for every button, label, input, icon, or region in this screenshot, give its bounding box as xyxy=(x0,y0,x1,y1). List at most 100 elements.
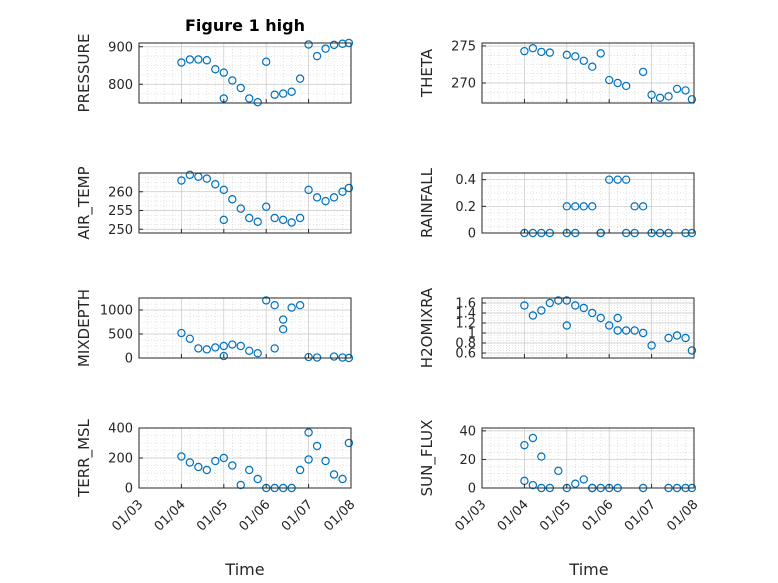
data-point xyxy=(647,90,656,100)
data-point xyxy=(228,76,237,85)
y-axis-label: H2OMIXRA xyxy=(418,287,436,368)
data-point xyxy=(613,78,622,88)
data-point xyxy=(338,474,347,484)
data-point xyxy=(621,175,631,184)
axes-box xyxy=(481,42,695,104)
data-point xyxy=(202,174,212,183)
data-point xyxy=(672,84,682,94)
data-point xyxy=(185,334,195,343)
y-tick-label: 250 xyxy=(108,223,133,238)
data-point xyxy=(245,465,254,475)
subplot-grid: 800 900 PRESSURE 270 275 THETA 250 255 260 AIR_TE… xyxy=(75,34,701,535)
series-markers xyxy=(177,38,354,107)
data-point xyxy=(579,202,588,211)
data-point xyxy=(647,341,656,350)
data-point xyxy=(304,185,313,195)
x-tick-label: 01/05 xyxy=(537,497,574,534)
data-point xyxy=(562,321,572,330)
data-point xyxy=(605,75,614,85)
x-axis-label-right: Time xyxy=(568,560,608,579)
data-point xyxy=(270,90,279,99)
y-axis-label: AIR_TEMP xyxy=(75,166,94,239)
data-point xyxy=(278,325,288,334)
y-tick-label: 0.6 xyxy=(455,347,476,362)
axes-box xyxy=(481,427,695,489)
data-point xyxy=(211,180,220,189)
y-tick-label: 1000 xyxy=(100,304,133,319)
axes-box xyxy=(481,172,695,234)
data-point xyxy=(329,352,339,361)
data-point xyxy=(596,313,605,323)
data-point xyxy=(571,52,580,61)
x-tick-label: 01/04 xyxy=(495,497,532,534)
data-point xyxy=(338,187,347,196)
data-point xyxy=(605,321,614,330)
subplot-rainfall: 0 0.2 0.4 RAINFALL xyxy=(418,167,697,242)
data-point xyxy=(329,470,339,479)
data-point xyxy=(219,351,228,361)
x-axis-label-left: Time xyxy=(224,560,264,579)
data-point xyxy=(588,202,597,211)
data-point xyxy=(596,49,605,58)
data-point xyxy=(304,40,313,49)
x-tick-label: 01/03 xyxy=(109,497,146,534)
y-tick-label: 1.4 xyxy=(455,307,476,322)
data-point xyxy=(621,326,631,335)
data-point xyxy=(321,456,330,466)
data-point xyxy=(537,306,546,315)
data-point xyxy=(579,56,588,65)
data-point xyxy=(312,441,322,451)
data-point xyxy=(571,301,580,310)
y-axis-label: RAINFALL xyxy=(418,167,436,238)
data-point xyxy=(253,98,262,107)
y-tick-label: 500 xyxy=(108,328,133,343)
subplot-theta: 270 275 THETA xyxy=(418,39,697,104)
y-tick-label: 40 xyxy=(459,424,476,439)
data-point xyxy=(537,452,546,461)
data-point xyxy=(638,67,648,77)
x-tick-label: 01/04 xyxy=(152,497,189,534)
data-point xyxy=(605,175,614,184)
data-point xyxy=(579,303,588,313)
y-tick-label: 260 xyxy=(108,185,133,200)
data-point xyxy=(202,345,212,354)
axes-box xyxy=(138,42,352,104)
axes-box xyxy=(138,297,352,359)
data-point xyxy=(295,301,305,310)
data-point xyxy=(236,480,245,490)
x-tick-label: 01/05 xyxy=(194,497,231,534)
data-point xyxy=(219,215,228,225)
data-point xyxy=(672,331,682,340)
data-point xyxy=(228,461,237,470)
data-point xyxy=(202,56,212,65)
data-point xyxy=(329,193,339,202)
data-point xyxy=(270,344,279,353)
data-point xyxy=(571,479,580,488)
y-tick-label: 0.2 xyxy=(455,200,476,215)
data-point xyxy=(304,428,313,437)
data-point xyxy=(528,311,538,320)
data-point xyxy=(211,65,220,74)
data-point xyxy=(295,213,305,223)
data-point xyxy=(321,196,330,206)
data-point xyxy=(638,328,648,338)
data-point xyxy=(655,93,665,103)
y-tick-label: 0 xyxy=(468,227,476,242)
data-point xyxy=(554,296,563,305)
series-markers xyxy=(177,170,354,227)
data-point xyxy=(185,458,195,467)
y-tick-label: 255 xyxy=(108,204,133,219)
data-point xyxy=(211,456,220,466)
data-point xyxy=(520,301,529,310)
data-point xyxy=(588,62,597,71)
data-point xyxy=(613,175,622,184)
plot-area xyxy=(482,428,694,488)
x-tick-label: 01/07 xyxy=(622,497,659,534)
data-point xyxy=(219,453,228,463)
data-point xyxy=(287,303,296,312)
data-point xyxy=(219,68,228,77)
y-tick-label: 1.6 xyxy=(455,297,476,312)
y-tick-label: 270 xyxy=(451,77,476,92)
data-point xyxy=(338,39,347,48)
